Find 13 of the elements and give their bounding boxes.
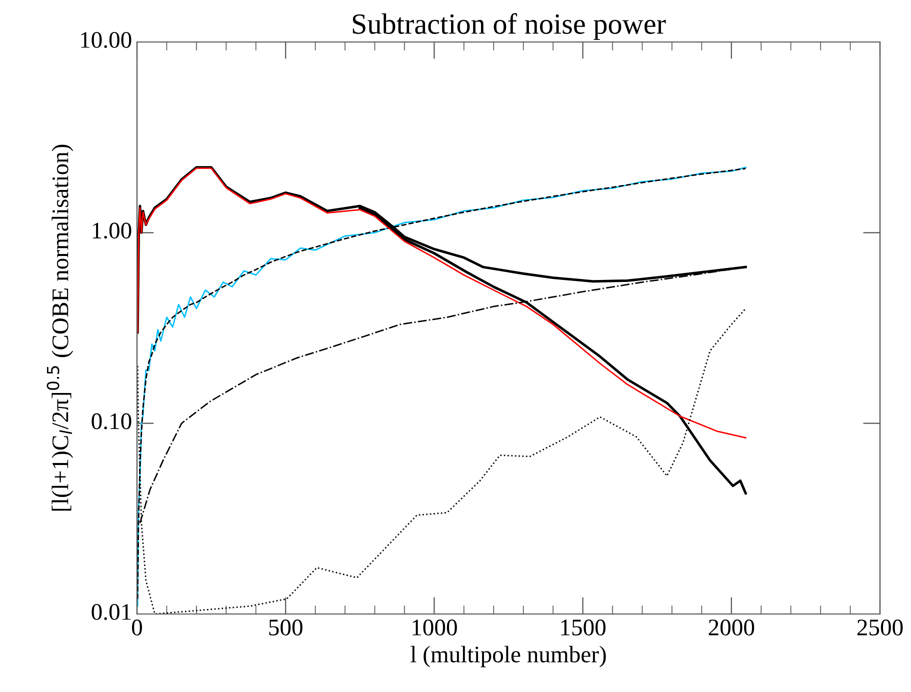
- x-tick-label: 1000: [412, 620, 457, 636]
- y-tick-label: 1.00: [92, 222, 132, 239]
- x-tick-label: 500: [269, 620, 302, 636]
- chart-title: Subtraction of noise power: [352, 13, 666, 40]
- y-tick-label: 0.01: [92, 604, 131, 620]
- y-axis-title: [l(l+1)C$_{l}$/2π]$^{0.5}$ (COBE normalisation): [46, 144, 74, 511]
- x-tick-label: 2000: [708, 620, 754, 636]
- y-tick-label: 0.10: [92, 413, 132, 430]
- x-tick-label: 2500: [857, 620, 903, 636]
- x-tick-label: 0: [132, 620, 142, 636]
- x-tick-label: 1500: [561, 620, 606, 636]
- x-axis-title: l (multipole number): [410, 646, 606, 668]
- y-tick-label: 10.00: [81, 32, 132, 48]
